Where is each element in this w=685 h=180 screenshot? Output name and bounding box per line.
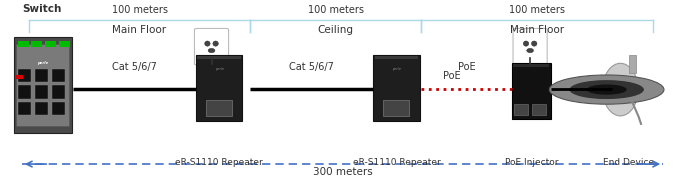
Circle shape: [586, 84, 627, 95]
FancyBboxPatch shape: [18, 85, 32, 99]
FancyBboxPatch shape: [35, 85, 48, 99]
Text: eR-S1110 Repeater: eR-S1110 Repeater: [353, 158, 440, 167]
FancyBboxPatch shape: [35, 69, 48, 82]
Circle shape: [569, 80, 644, 99]
Text: End Device: End Device: [603, 158, 655, 167]
FancyBboxPatch shape: [196, 55, 242, 121]
FancyBboxPatch shape: [373, 55, 420, 121]
Text: eR-S1110 Repeater: eR-S1110 Repeater: [175, 158, 263, 167]
FancyBboxPatch shape: [18, 102, 32, 115]
Text: 100 meters: 100 meters: [308, 4, 364, 15]
Ellipse shape: [208, 48, 215, 53]
Ellipse shape: [213, 41, 219, 46]
FancyBboxPatch shape: [18, 41, 29, 47]
FancyBboxPatch shape: [14, 37, 72, 133]
FancyBboxPatch shape: [52, 69, 65, 82]
FancyBboxPatch shape: [45, 41, 56, 47]
FancyBboxPatch shape: [32, 41, 42, 47]
Text: Switch: Switch: [23, 4, 62, 14]
Text: Main Floor: Main Floor: [112, 25, 166, 35]
Ellipse shape: [603, 63, 638, 116]
Text: perle: perle: [37, 61, 48, 65]
FancyBboxPatch shape: [384, 100, 410, 116]
Text: Ceiling: Ceiling: [318, 25, 353, 35]
FancyBboxPatch shape: [18, 69, 32, 82]
FancyBboxPatch shape: [195, 28, 229, 65]
FancyBboxPatch shape: [514, 104, 528, 115]
Ellipse shape: [532, 41, 537, 46]
FancyBboxPatch shape: [629, 55, 636, 73]
FancyBboxPatch shape: [52, 102, 65, 115]
FancyBboxPatch shape: [375, 56, 419, 59]
Text: perle: perle: [392, 67, 401, 71]
Text: perle: perle: [214, 67, 223, 71]
Ellipse shape: [523, 41, 529, 46]
FancyBboxPatch shape: [35, 102, 48, 115]
FancyBboxPatch shape: [16, 75, 23, 79]
FancyBboxPatch shape: [52, 85, 65, 99]
FancyBboxPatch shape: [59, 41, 70, 47]
Text: 300 meters: 300 meters: [312, 167, 373, 177]
FancyBboxPatch shape: [513, 28, 547, 65]
Text: Main Floor: Main Floor: [510, 25, 564, 35]
Text: Cat 5/6/7: Cat 5/6/7: [112, 62, 157, 72]
Text: PoE: PoE: [458, 62, 475, 72]
FancyBboxPatch shape: [513, 64, 549, 67]
Ellipse shape: [205, 41, 210, 46]
FancyBboxPatch shape: [206, 100, 232, 116]
FancyBboxPatch shape: [197, 56, 241, 59]
Text: 100 meters: 100 meters: [509, 4, 565, 15]
Text: PoE: PoE: [443, 71, 461, 82]
Text: PoE Injector: PoE Injector: [505, 158, 558, 167]
Text: 100 meters: 100 meters: [112, 4, 168, 15]
FancyBboxPatch shape: [532, 104, 546, 115]
FancyBboxPatch shape: [512, 63, 551, 119]
Ellipse shape: [527, 48, 534, 53]
Circle shape: [549, 75, 664, 104]
Text: Cat 5/6/7: Cat 5/6/7: [289, 62, 334, 72]
FancyBboxPatch shape: [16, 44, 69, 126]
